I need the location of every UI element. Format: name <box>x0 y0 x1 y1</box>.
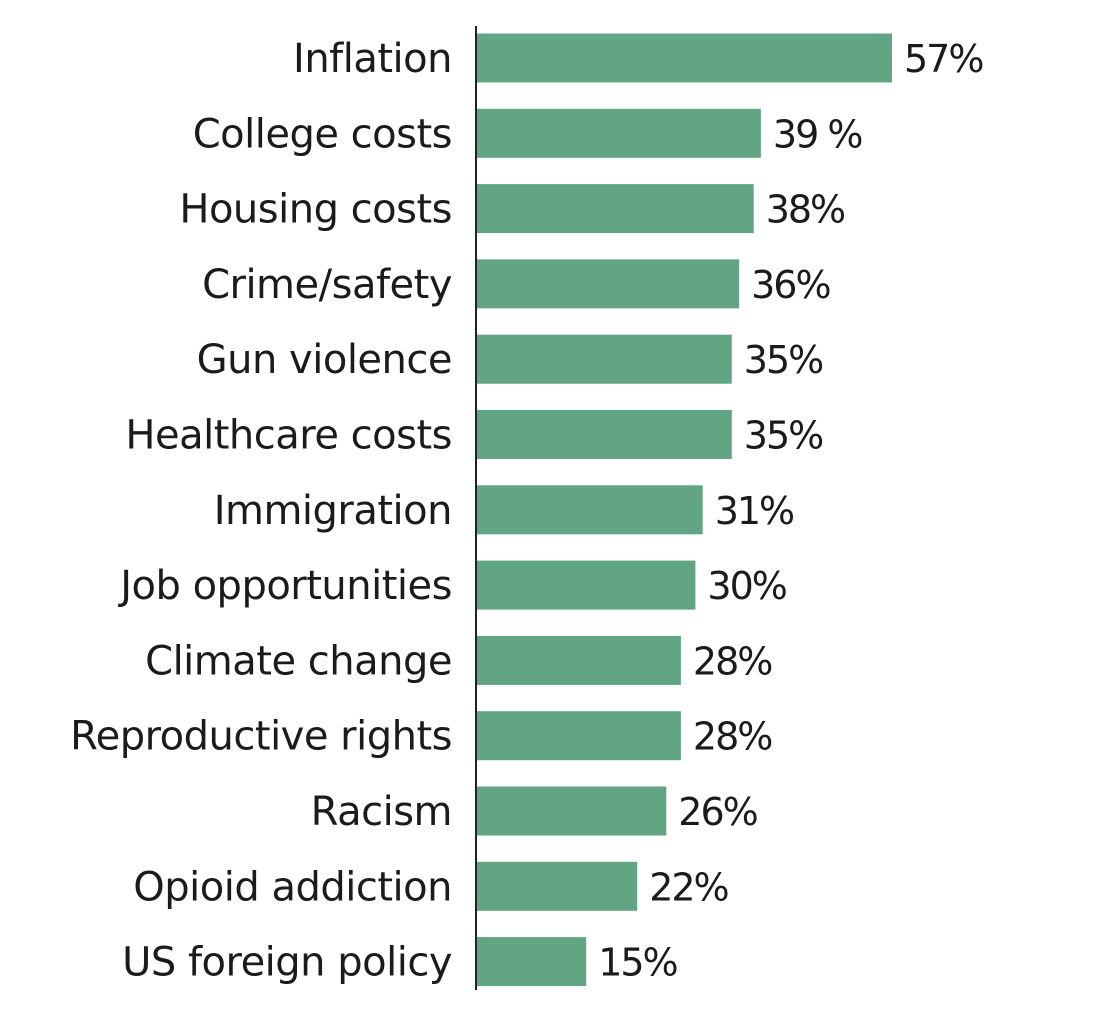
bar-11 <box>477 861 638 911</box>
category-label-12: US foreign policy <box>122 940 452 986</box>
value-label-8: 28% <box>693 639 772 683</box>
value-label-1: 39 % <box>773 112 862 156</box>
value-label-0: 57% <box>904 37 983 81</box>
value-label-2: 38% <box>766 188 845 232</box>
category-label-0: Inflation <box>293 36 452 82</box>
value-labels-group: 57% 39 % 38% 36% 35% 35% 31% 30% 28% 28% 26% 22% 15% <box>598 37 985 985</box>
bar-9 <box>477 711 681 761</box>
value-label-7: 30% <box>707 564 786 608</box>
bar-0 <box>477 33 892 83</box>
category-label-9: Reproductive rights <box>70 714 452 760</box>
bar-10 <box>477 786 667 836</box>
value-label-4: 35% <box>744 338 823 382</box>
category-label-10: Racism <box>311 789 452 835</box>
bar-6 <box>477 485 703 535</box>
bar-8 <box>477 635 681 685</box>
value-label-3: 36% <box>751 263 830 307</box>
bar-2 <box>477 184 754 234</box>
category-label-6: Immigration <box>214 488 452 534</box>
bar-7 <box>477 560 696 610</box>
category-label-2: Housing costs <box>179 187 452 233</box>
value-label-6: 31% <box>715 489 794 533</box>
category-label-11: Opioid addiction <box>133 864 452 910</box>
category-label-5: Healthcare costs <box>125 413 452 459</box>
bar-4 <box>477 334 732 384</box>
bar-12 <box>477 937 587 987</box>
category-label-7: Job opportunities <box>117 563 452 609</box>
value-label-12: 15% <box>598 941 677 985</box>
value-label-11: 22% <box>649 865 728 909</box>
category-labels-group: Inflation College costs Housing costs Crime… <box>70 36 452 986</box>
category-label-1: College costs <box>193 111 452 157</box>
value-label-10: 26% <box>678 790 757 834</box>
bar-3 <box>477 259 740 309</box>
value-label-9: 28% <box>693 715 772 759</box>
category-label-4: Gun violence <box>197 337 452 383</box>
category-label-3: Crime/safety <box>202 262 452 308</box>
category-label-8: Climate change <box>145 638 452 684</box>
value-label-5: 35% <box>744 414 823 458</box>
bar-5 <box>477 410 732 459</box>
bars-group <box>477 33 892 987</box>
bar-1 <box>477 108 761 158</box>
